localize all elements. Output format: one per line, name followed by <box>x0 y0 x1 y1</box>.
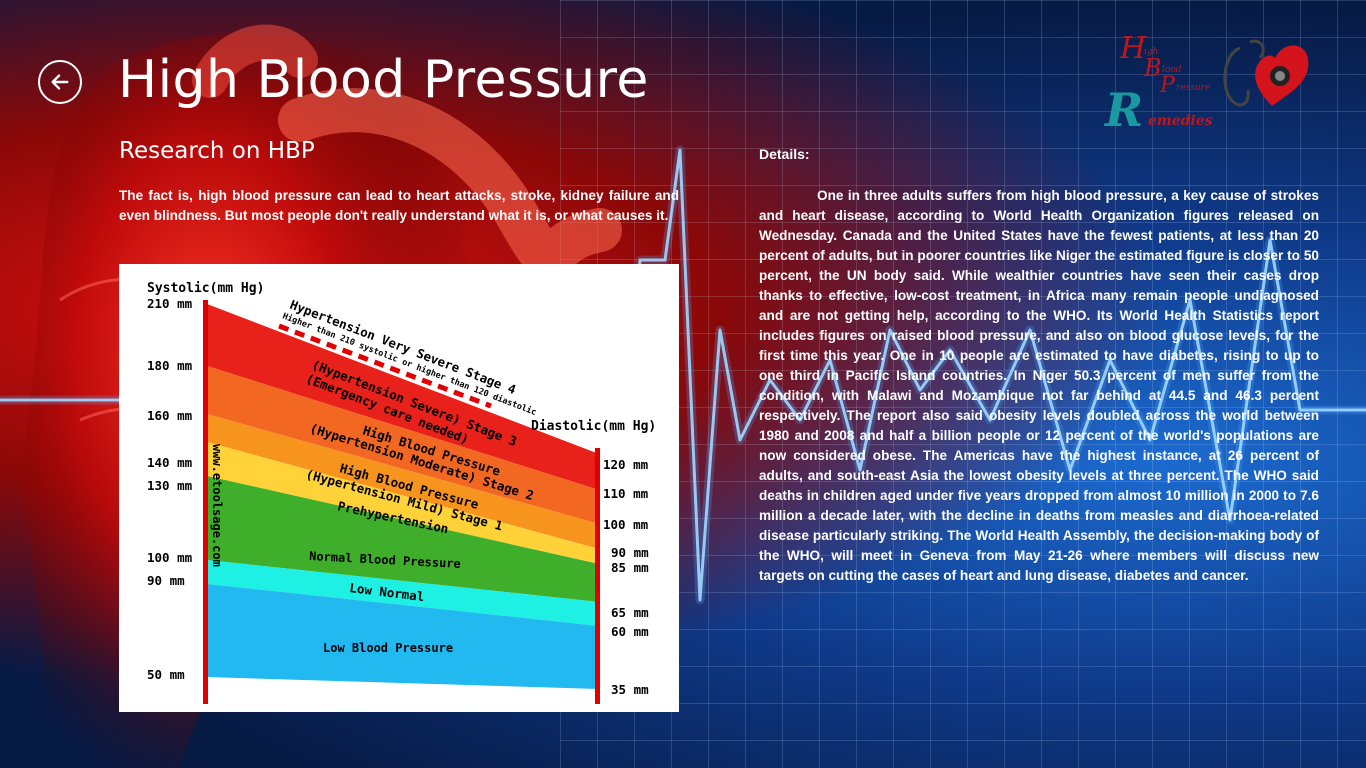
band-prehypertension <box>207 442 599 564</box>
diastolic-tick: 120 mm <box>603 457 649 472</box>
band-stage-2 <box>207 366 599 524</box>
band-low <box>207 584 599 689</box>
diastolic-tick: 90 mm <box>611 545 649 560</box>
diastolic-axis <box>595 448 600 704</box>
logo-word-emedies: emedies <box>1148 113 1213 129</box>
diastolic-tick: 100 mm <box>603 517 649 532</box>
systolic-axis <box>203 300 208 704</box>
band-low-normal <box>207 560 599 626</box>
diastolic-tick: 85 mm <box>611 560 649 575</box>
logo-letter-p: P <box>1159 73 1176 98</box>
systolic-tick: 180 mm <box>147 358 193 373</box>
systolic-tick: 100 mm <box>147 550 193 565</box>
intro-paragraph: The fact is, high blood pressure can lea… <box>119 188 679 223</box>
diastolic-tick: 35 mm <box>611 682 649 697</box>
blood-pressure-chart: Systolic(mm Hg) Diastolic(mm Hg) 210 mm … <box>119 264 679 712</box>
back-arrow-icon <box>51 74 69 90</box>
systolic-tick: 90 mm <box>147 573 185 588</box>
band-stage-3 <box>207 304 599 490</box>
systolic-tick: 160 mm <box>147 408 193 423</box>
logo-word-igh: igh <box>1144 47 1158 57</box>
details-body: One in three adults suffers from high bl… <box>759 188 1319 583</box>
watermark: www.etoolsage.com <box>210 444 224 567</box>
diastolic-tick: 60 mm <box>611 624 649 639</box>
logo-word-ressure: ressure <box>1176 83 1210 93</box>
diastolic-tick: 65 mm <box>611 605 649 620</box>
band-label-low: Low Blood Pressure <box>323 641 453 655</box>
systolic-label: Systolic(mm Hg) <box>147 281 264 296</box>
logo-letter-h: H <box>1119 31 1147 66</box>
stage-4-dash <box>278 323 492 409</box>
logo-letter-r: R <box>1103 83 1143 137</box>
blood-pressure-chart-svg: Systolic(mm Hg) Diastolic(mm Hg) 210 mm … <box>147 281 656 704</box>
section-title: Research on HBP <box>119 138 315 164</box>
logo-letter-b: B <box>1143 54 1162 82</box>
systolic-tick: 130 mm <box>147 478 193 493</box>
page-title: High Blood Pressure <box>118 50 649 110</box>
systolic-tick: 50 mm <box>147 667 185 682</box>
systolic-tick: 210 mm <box>147 296 193 311</box>
details-label: Details: <box>759 146 810 162</box>
diastolic-tick: 110 mm <box>603 486 649 501</box>
hbp-remedies-logo-icon: H igh B lood P ressure R emedies <box>1103 31 1309 137</box>
band-stage-1 <box>207 414 599 549</box>
systolic-tick: 140 mm <box>147 455 193 470</box>
logo-word-lood: lood <box>1162 65 1182 75</box>
back-button[interactable] <box>38 60 82 104</box>
diastolic-label: Diastolic(mm Hg) <box>531 419 656 434</box>
